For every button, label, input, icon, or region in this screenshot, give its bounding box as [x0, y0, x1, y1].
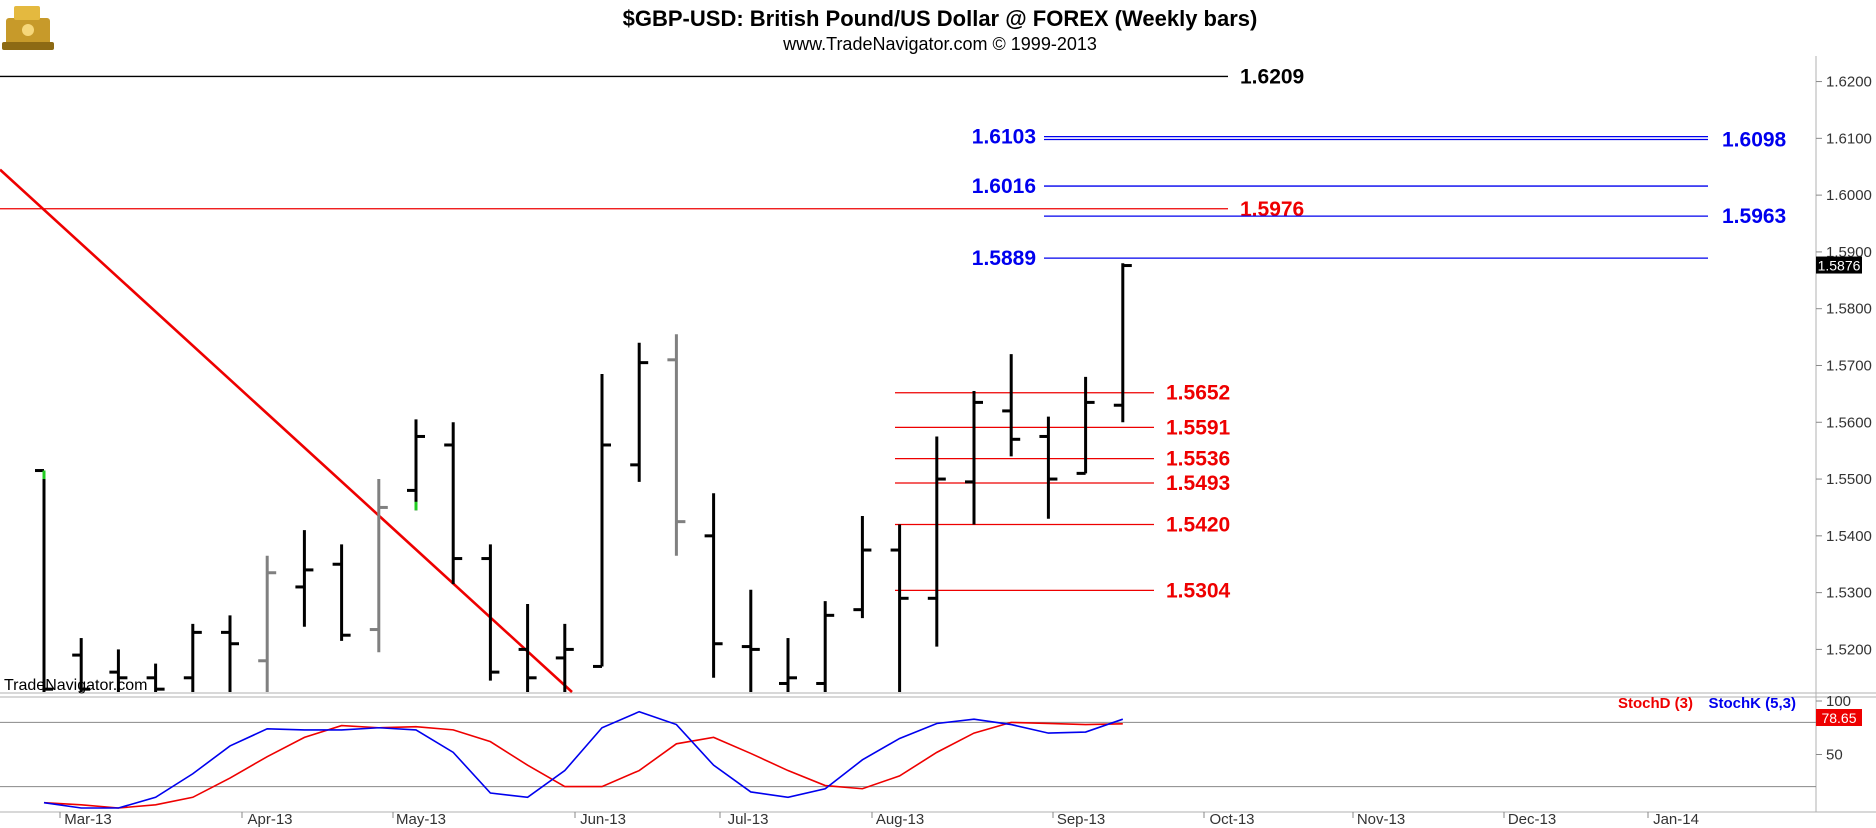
x-tick-label: Oct-13 — [1209, 811, 1254, 828]
stoch-y-axis: 100 50 — [1816, 693, 1851, 764]
x-tick-label: Apr-13 — [247, 811, 292, 828]
last-price-badge: 1.5876 — [1816, 256, 1862, 274]
level-label: 1.5652 — [1166, 382, 1230, 405]
price-y-tick-label: 1.5600 — [1826, 414, 1872, 431]
price-y-tick-label: 1.6100 — [1826, 130, 1872, 147]
chart-subtitle: www.TradeNavigator.com © 1999-2013 — [782, 34, 1097, 54]
stoch-y-tick-label: 100 — [1826, 693, 1851, 710]
x-tick-label: May-13 — [396, 811, 446, 828]
x-tick-label: Dec-13 — [1508, 811, 1556, 828]
trendline — [0, 168, 573, 693]
level-label: 1.5536 — [1166, 448, 1230, 471]
last-price-label: 1.5876 — [1818, 258, 1861, 274]
level-label: 1.5591 — [1166, 416, 1231, 439]
stoch-y-tick-label: 50 — [1826, 747, 1843, 764]
stochk-line — [43, 710, 1124, 809]
stochd-line — [43, 721, 1123, 809]
x-tick-label: Jan-14 — [1653, 811, 1699, 828]
price-bars — [35, 263, 1132, 692]
x-tick-label: Jun-13 — [580, 811, 626, 828]
stoch-last-badge: 78.65 — [1816, 709, 1862, 726]
price-y-tick-label: 1.5400 — [1826, 528, 1872, 545]
downtrend-line — [0, 168, 573, 693]
level-label: 1.5304 — [1166, 579, 1231, 602]
level-label: 1.5889 — [972, 247, 1036, 270]
price-y-tick-label: 1.6000 — [1826, 187, 1872, 204]
level-label: 1.6209 — [1240, 65, 1304, 88]
x-tick-label: Sep-13 — [1057, 811, 1105, 828]
price-y-tick-label: 1.5700 — [1826, 357, 1872, 374]
level-lines: 1.6209 1.6103 1.6098 1.6016 1.5976 1.5963 1.58… — [0, 65, 1787, 602]
price-y-tick-label: 1.5300 — [1826, 585, 1872, 602]
level-label: 1.5420 — [1166, 513, 1230, 536]
legend-stochk: StochK (5,3) — [1708, 695, 1796, 712]
level-label: 1.5976 — [1240, 198, 1304, 221]
stoch-last-label: 78.65 — [1821, 710, 1856, 726]
legend-stochd: StochD (3) — [1618, 695, 1693, 712]
stochastic-lines — [43, 710, 1124, 809]
level-label: 1.6103 — [972, 126, 1036, 149]
level-label: 1.5963 — [1722, 205, 1786, 228]
price-y-tick-label: 1.5800 — [1826, 301, 1872, 318]
price-y-tick-label: 1.6200 — [1826, 74, 1872, 91]
x-tick-label: Jul-13 — [728, 811, 769, 828]
price-y-tick-label: 1.5200 — [1826, 641, 1872, 658]
price-y-tick-label: 1.5500 — [1826, 471, 1872, 488]
x-tick-label: Nov-13 — [1357, 811, 1405, 828]
level-label: 1.6016 — [972, 175, 1036, 198]
level-label: 1.5493 — [1166, 472, 1230, 495]
chart-title: $GBP-USD: British Pound/US Dollar @ FORE… — [623, 6, 1258, 31]
trade-navigator-logo — [2, 6, 54, 50]
watermark: TradeNavigator.com — [4, 677, 147, 694]
x-axis: Mar-13 Apr-13 May-13 Jun-13 Jul-13 Aug-13 Sep-… — [59, 811, 1699, 828]
x-tick-label: Aug-13 — [876, 811, 924, 828]
x-tick-label: Mar-13 — [64, 811, 112, 828]
level-label: 1.6098 — [1722, 128, 1787, 151]
price-y-axis: 1.5200 1.5300 1.5400 1.5500 1.5600 1.5700 1.58… — [1816, 74, 1872, 658]
